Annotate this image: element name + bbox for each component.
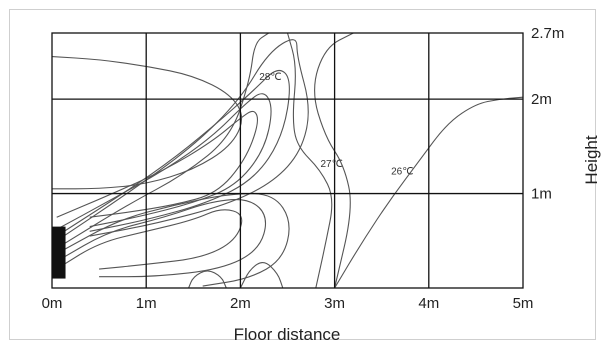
y-tick-label: 2m: [531, 91, 552, 108]
chart-frame: [9, 9, 596, 340]
contour-line-9: [59, 209, 243, 270]
x-tick-labels: 0m 1m 2m 3m 4m 5m: [42, 295, 534, 312]
y-axis-label: Height: [582, 135, 601, 184]
contour-line-12: [188, 270, 227, 289]
contour-line-1: [56, 110, 259, 218]
x-tick-label: 2m: [230, 295, 251, 312]
x-tick-label: 5m: [513, 295, 534, 312]
x-tick-label: 1m: [136, 295, 157, 312]
contour-line-8: [334, 96, 524, 289]
contour-line-0: [51, 56, 243, 190]
y-tick-label: 2.7m: [531, 25, 564, 42]
isotherm-label: 27℃: [320, 159, 342, 170]
x-axis-label: Floor distance: [234, 325, 341, 344]
isotherm-labels: 28℃ 27℃ 26℃: [259, 72, 413, 177]
contour-line-5: [56, 32, 270, 249]
x-tick-label: 0m: [42, 295, 63, 312]
grid: [51, 32, 524, 289]
isotherm-label: 28℃: [259, 72, 281, 83]
heat-source: [52, 226, 66, 279]
y-tick-labels: 1m 2m 2.7m: [531, 25, 564, 203]
x-tick-label: 3m: [324, 295, 345, 312]
contour-line-2: [56, 93, 272, 230]
plot-border: [51, 32, 524, 289]
isotherm-label: 26℃: [391, 167, 413, 178]
contour-line-13: [239, 261, 284, 289]
y-tick-label: 1m: [531, 186, 552, 203]
contour-line-3: [56, 69, 290, 237]
contour-line-6: [286, 32, 333, 289]
contour-lines: [51, 32, 524, 289]
contour-line-7: [314, 32, 354, 289]
contour-line-10: [59, 198, 267, 278]
x-tick-label: 4m: [418, 295, 439, 312]
